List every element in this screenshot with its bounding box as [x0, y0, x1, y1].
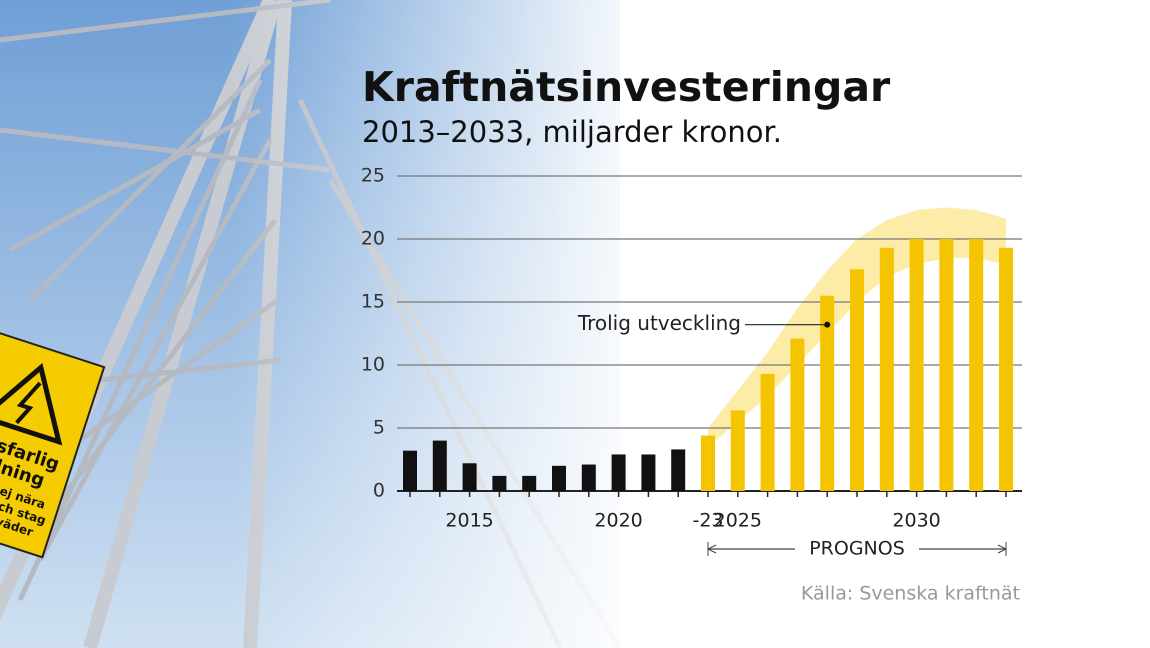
bar: [820, 295, 835, 491]
arrow-head: [997, 542, 1008, 556]
forecast-band: [708, 207, 1006, 447]
bar: [671, 449, 686, 491]
bar: [730, 410, 745, 491]
bar: [432, 440, 447, 491]
y-tick-label: 25: [361, 165, 385, 187]
y-tick-label: 15: [361, 291, 385, 313]
arrow-head: [706, 542, 717, 556]
bar: [522, 475, 537, 491]
x-tick-label: -23: [692, 510, 723, 532]
bar: [760, 373, 775, 491]
bar: [909, 239, 924, 491]
y-tick-label: 0: [373, 480, 385, 502]
x-tick-label: 2030: [892, 510, 940, 532]
annotation-label: Trolig utveckling: [577, 311, 741, 335]
bar: [581, 464, 596, 491]
y-tick-label: 20: [361, 228, 385, 250]
x-tick-label: 2025: [714, 510, 762, 532]
y-tick-label: 5: [373, 417, 385, 439]
y-tick-label: 10: [361, 354, 385, 376]
chart-subtitle: 2013–2033, miljarder kronor.: [362, 115, 782, 149]
bar: [611, 454, 626, 491]
bar: [999, 247, 1013, 491]
source: Källa: Svenska kraftnät: [801, 583, 1020, 605]
bar: [879, 247, 894, 491]
bar: [969, 239, 984, 491]
forecast-label: PROGNOS: [809, 538, 905, 560]
x-tick-label: 2020: [594, 510, 642, 532]
bar: [462, 463, 477, 491]
bar: [850, 269, 864, 491]
bar: [790, 338, 805, 491]
annotation-dot: [824, 321, 831, 328]
bar: [492, 475, 507, 491]
bar: [552, 465, 566, 491]
bar: [641, 454, 656, 491]
x-tick-label: 2015: [445, 510, 493, 532]
chart-title: Kraftnätsinvesteringar: [362, 63, 891, 111]
bar: [939, 239, 954, 491]
bar: [701, 435, 715, 491]
bar: [403, 450, 417, 491]
